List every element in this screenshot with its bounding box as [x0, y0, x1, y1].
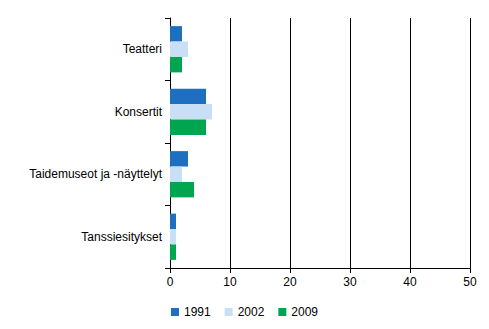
svg-text:50: 50 — [463, 275, 477, 289]
svg-text:1991: 1991 — [184, 305, 211, 319]
svg-text:0: 0 — [167, 275, 174, 289]
svg-text:Taidemuseot ja -näyttelyt: Taidemuseot ja -näyttelyt — [29, 167, 162, 181]
svg-text:2009: 2009 — [291, 305, 318, 319]
svg-text:30: 30 — [343, 275, 357, 289]
svg-text:Konsertit: Konsertit — [115, 105, 163, 119]
svg-text:20: 20 — [283, 275, 297, 289]
svg-text:10: 10 — [223, 275, 237, 289]
svg-text:Tanssiesitykset: Tanssiesitykset — [81, 230, 162, 244]
svg-text:Teatteri: Teatteri — [123, 42, 162, 56]
svg-text:2002: 2002 — [238, 305, 265, 319]
svg-text:40: 40 — [403, 275, 417, 289]
